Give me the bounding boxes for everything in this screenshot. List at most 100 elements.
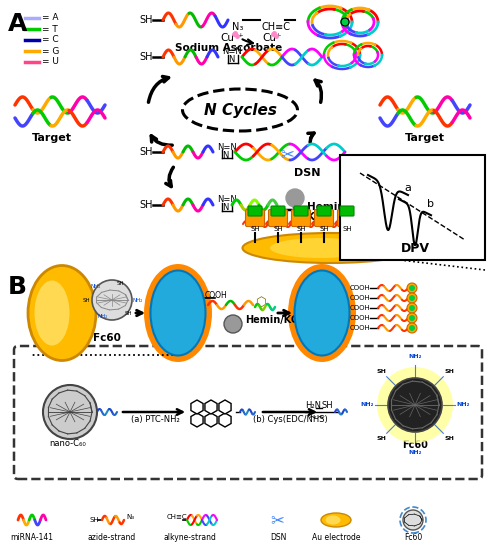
Text: alkyne-strand: alkyne-strand <box>164 533 216 542</box>
FancyBboxPatch shape <box>246 210 265 227</box>
Circle shape <box>407 283 417 293</box>
Text: SH: SH <box>296 226 306 232</box>
Text: SH: SH <box>342 226 352 232</box>
Text: DSN: DSN <box>270 533 286 542</box>
Text: NH₂: NH₂ <box>133 298 143 302</box>
Ellipse shape <box>182 89 297 131</box>
Circle shape <box>409 305 415 311</box>
Circle shape <box>43 385 97 439</box>
Text: = C: = C <box>42 36 59 45</box>
Text: SH: SH <box>140 200 153 210</box>
Text: N Cycles: N Cycles <box>204 102 277 118</box>
Circle shape <box>407 323 417 333</box>
FancyBboxPatch shape <box>340 206 354 216</box>
FancyBboxPatch shape <box>317 206 331 216</box>
Text: SH: SH <box>125 311 133 316</box>
Ellipse shape <box>270 238 370 258</box>
Text: NH₂: NH₂ <box>408 450 422 455</box>
FancyBboxPatch shape <box>338 210 356 227</box>
Text: SH: SH <box>82 298 90 302</box>
Text: N: N <box>222 204 228 212</box>
FancyBboxPatch shape <box>291 210 311 227</box>
Circle shape <box>407 313 417 323</box>
Text: N₃: N₃ <box>232 22 244 32</box>
FancyBboxPatch shape <box>315 210 333 227</box>
Polygon shape <box>191 400 203 414</box>
Text: COOH: COOH <box>350 315 371 321</box>
Circle shape <box>341 18 349 26</box>
Text: azide-strand: azide-strand <box>88 533 136 542</box>
Text: Au electrode: Au electrode <box>312 533 360 542</box>
Polygon shape <box>205 400 217 414</box>
Text: DSN: DSN <box>294 168 320 178</box>
Circle shape <box>377 367 453 443</box>
Text: Hemin/KCl: Hemin/KCl <box>245 315 302 325</box>
Polygon shape <box>205 413 217 427</box>
Circle shape <box>224 315 242 333</box>
Text: ✂: ✂ <box>270 511 284 529</box>
Circle shape <box>409 315 415 321</box>
Circle shape <box>92 280 132 320</box>
Circle shape <box>409 325 415 331</box>
Text: Cu²⁺: Cu²⁺ <box>220 33 244 43</box>
Text: SH: SH <box>444 437 454 442</box>
FancyBboxPatch shape <box>271 206 285 216</box>
Text: miRNA-141: miRNA-141 <box>10 533 54 542</box>
Text: H₂N: H₂N <box>305 402 321 410</box>
Text: SH: SH <box>250 226 260 232</box>
Polygon shape <box>191 413 203 427</box>
Text: SH: SH <box>140 147 153 157</box>
Ellipse shape <box>28 266 96 360</box>
Text: CH≡C: CH≡C <box>262 22 291 32</box>
FancyBboxPatch shape <box>14 346 482 479</box>
Text: SH: SH <box>444 368 454 373</box>
Text: ⬡: ⬡ <box>255 295 266 309</box>
Text: COOH: COOH <box>205 290 228 300</box>
Text: COOH: COOH <box>350 325 371 331</box>
Text: N: N <box>228 56 234 64</box>
Text: COOH: COOH <box>350 305 371 311</box>
Text: DPV: DPV <box>400 242 429 255</box>
Text: SH: SH <box>117 280 125 285</box>
Text: b: b <box>427 199 434 209</box>
Circle shape <box>286 189 304 207</box>
Text: Target: Target <box>32 133 72 143</box>
Text: N: N <box>222 151 228 160</box>
Ellipse shape <box>321 513 351 527</box>
Circle shape <box>407 293 417 303</box>
Circle shape <box>388 378 442 432</box>
Text: = T: = T <box>42 25 58 34</box>
Ellipse shape <box>325 515 341 525</box>
Circle shape <box>407 303 417 313</box>
Text: A: A <box>8 12 28 36</box>
Text: NH₂: NH₂ <box>90 284 101 289</box>
Text: COOH: COOH <box>350 285 371 291</box>
Polygon shape <box>219 413 231 427</box>
Text: CH≡C: CH≡C <box>167 514 188 520</box>
Text: COOH: COOH <box>350 295 371 301</box>
FancyBboxPatch shape <box>269 210 287 227</box>
Ellipse shape <box>150 271 206 355</box>
Text: N=N: N=N <box>222 47 242 57</box>
Circle shape <box>409 285 415 291</box>
FancyBboxPatch shape <box>248 206 262 216</box>
Polygon shape <box>219 400 231 414</box>
Text: SH: SH <box>376 437 386 442</box>
Text: (b) Cys(EDC/NHS): (b) Cys(EDC/NHS) <box>252 415 327 424</box>
Text: = U: = U <box>42 58 59 67</box>
Ellipse shape <box>294 271 350 355</box>
Text: Fc60: Fc60 <box>93 333 121 343</box>
Text: N=N: N=N <box>217 142 237 151</box>
Text: Hemin: Hemin <box>307 202 345 212</box>
Text: Fc60: Fc60 <box>402 440 428 450</box>
Text: = G: = G <box>42 47 59 56</box>
Text: (a) PTC-NH₂: (a) PTC-NH₂ <box>131 415 179 424</box>
Text: Sodium Ascorbate: Sodium Ascorbate <box>175 43 282 53</box>
Text: SH: SH <box>90 517 100 523</box>
Text: nano-C₆₀: nano-C₆₀ <box>50 439 86 448</box>
Text: Target: Target <box>405 133 445 143</box>
FancyBboxPatch shape <box>294 206 308 216</box>
Text: KCl: KCl <box>307 212 326 222</box>
Text: SH: SH <box>319 226 329 232</box>
Text: = A: = A <box>42 14 59 23</box>
